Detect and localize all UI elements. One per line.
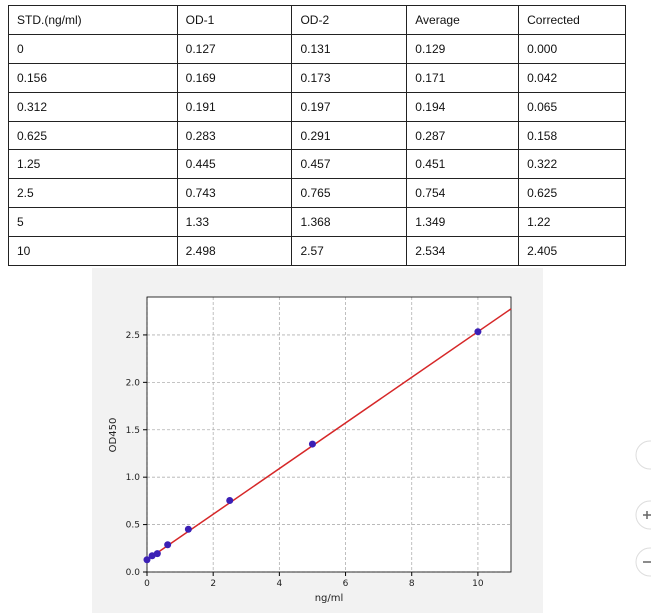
table-cell: 0.312 — [8, 91, 178, 122]
x-tick-label: 0 — [144, 579, 150, 589]
y-tick-label: 0.5 — [126, 521, 140, 531]
data-point — [308, 440, 316, 448]
table-cell: 0.131 — [291, 33, 408, 64]
table-cell: 0.287 — [406, 120, 520, 151]
y-tick-label: 1.5 — [126, 426, 140, 436]
x-tick-label: 10 — [472, 579, 484, 589]
table-row: 0.312 0.191 0.197 0.194 0.065 — [8, 91, 626, 122]
table-cell: 0.283 — [176, 120, 293, 151]
table-cell: 2.57 — [291, 236, 408, 267]
table-cell: 0.445 — [176, 149, 293, 180]
data-point — [153, 550, 161, 558]
x-axis-label: ng/ml — [315, 593, 344, 604]
table-cell: 0.173 — [291, 62, 408, 93]
header-row: STD.(ng/ml) OD-1 OD-2 Average Corrected — [8, 5, 626, 35]
y-tick-label: 2.0 — [126, 378, 141, 388]
table-cell: 1.22 — [518, 207, 626, 238]
zoom-controls — [635, 440, 651, 577]
y-tick-label: 0.0 — [126, 568, 141, 578]
table-cell: 2.405 — [518, 236, 626, 267]
table-cell: 0.171 — [406, 62, 520, 93]
x-tick-label: 4 — [276, 579, 282, 589]
table-cell: 2.5 — [8, 178, 178, 209]
data-point — [143, 556, 151, 564]
data-point — [226, 497, 234, 504]
zoom-fit-button[interactable] — [635, 440, 651, 470]
table-cell: 0.000 — [518, 33, 626, 64]
table-cell: 0.322 — [518, 149, 626, 180]
table-cell: 0.129 — [406, 33, 520, 64]
table-row: 10 2.498 2.57 2.534 2.405 — [8, 236, 626, 267]
data-point — [474, 328, 482, 336]
y-tick-label: 2.5 — [126, 331, 140, 341]
table-cell: 2.498 — [176, 236, 293, 267]
y-axis-label: OD450 — [108, 418, 119, 453]
table-row: 5 1.33 1.368 1.349 1.22 — [8, 207, 626, 238]
data-point — [184, 525, 192, 533]
table-cell: Average — [406, 5, 520, 35]
plot-frame — [146, 296, 512, 573]
table-cell: Corrected — [518, 5, 626, 35]
table-cell: 0.625 — [518, 178, 626, 209]
x-tick-label: 2 — [210, 579, 216, 589]
table-cell: 0.451 — [406, 149, 520, 180]
x-tick-label: 6 — [343, 579, 349, 589]
data-point — [164, 541, 172, 549]
table-row: 0 0.127 0.131 0.129 0.000 — [8, 33, 626, 64]
fit-line — [146, 308, 512, 561]
table-cell: 1.368 — [291, 207, 408, 238]
table-cell: 0.194 — [406, 91, 520, 122]
table-cell: 0.127 — [176, 33, 293, 64]
y-tick-label: 1.0 — [126, 473, 141, 483]
table-cell: 0.197 — [291, 91, 408, 122]
table-cell: OD-1 — [176, 5, 293, 35]
table-cell: 10 — [8, 236, 178, 267]
table-cell: STD.(ng/ml) — [8, 5, 178, 35]
x-tick-label: 8 — [409, 579, 415, 589]
table-cell: 2.534 — [406, 236, 520, 267]
data-table: STD.(ng/ml) OD-1 OD-2 Average Corrected 0 0.12… — [8, 5, 626, 267]
